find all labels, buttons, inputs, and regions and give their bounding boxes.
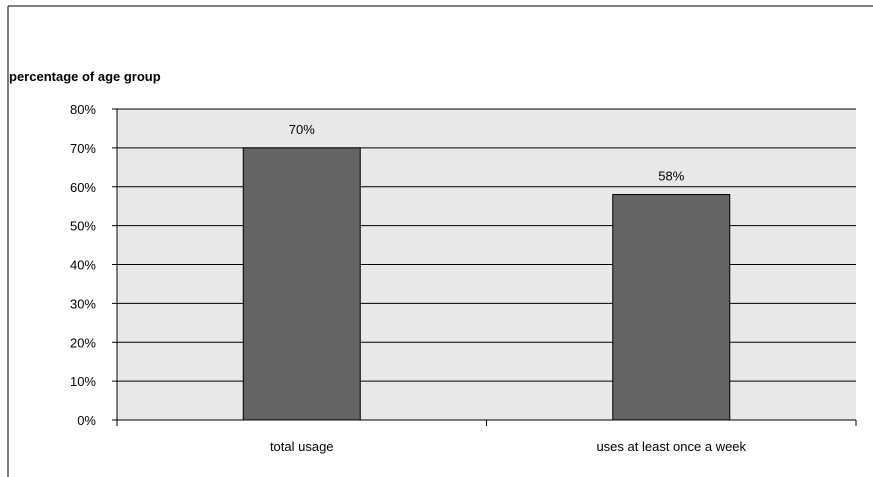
y-tick-label: 60%: [70, 180, 96, 195]
bars: 70% 58%: [242, 122, 731, 421]
bar: [612, 194, 731, 421]
y-tick-label: 10%: [70, 374, 96, 389]
y-tick-label: 50%: [70, 219, 96, 234]
x-axis: total usage uses at least once a week: [116, 419, 857, 454]
y-axis-label: percentage of age group: [9, 69, 161, 84]
x-tick-label: uses at least once a week: [596, 439, 746, 454]
y-tick-label: 20%: [70, 335, 96, 350]
data-label: 58%: [658, 169, 684, 184]
data-label: 70%: [289, 122, 315, 137]
gridlines: [117, 108, 856, 382]
y-axis-ticks: 0% 10% 20% 30% 40% 50% 60% 70% 80%: [70, 102, 118, 428]
bar: [242, 147, 361, 421]
y-tick-label: 30%: [70, 296, 96, 311]
x-tick-label: total usage: [270, 439, 334, 454]
y-tick-label: 40%: [70, 258, 96, 273]
y-tick-label: 80%: [70, 102, 96, 117]
y-tick-label: 70%: [70, 141, 96, 156]
y-tick-label: 0%: [77, 413, 96, 428]
